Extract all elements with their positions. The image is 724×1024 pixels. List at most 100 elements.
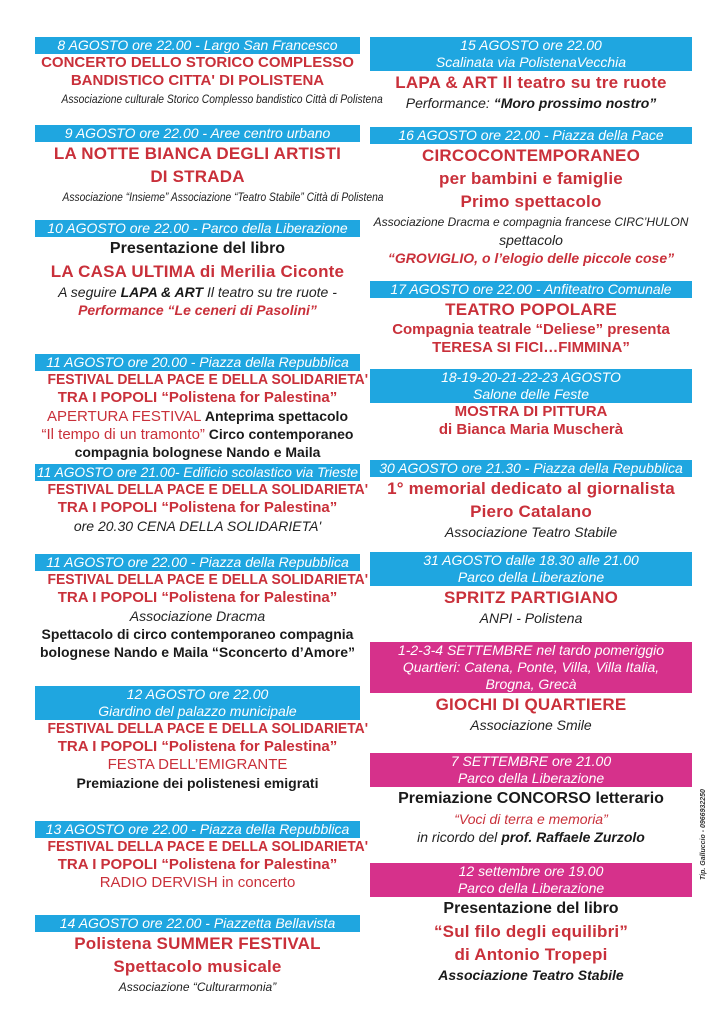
event-block: 13 AGOSTO ore 22.00 - Piazza della Repub…	[35, 821, 368, 892]
line-content: Spettacolo musicale	[113, 955, 281, 984]
line-content: BANDISTICO CITTA' DI POLISTENA	[71, 72, 324, 94]
text-segment: FESTIVAL DELLA PACE E DELLA SOLIDARIETA'	[47, 838, 369, 855]
event-block: 10 AGOSTO ore 22.00 - Parco della Libera…	[35, 220, 360, 319]
event-date-header: 31 AGOSTO dalle 18.30 alle 21.00 Parco de…	[370, 552, 692, 586]
line-content: TEATRO POPOLARE	[445, 298, 617, 327]
event-text-line: Performance: “Moro prossimo nostro”	[370, 94, 692, 112]
event-block: 11 AGOSTO ore 20.00 - Piazza della Repub…	[35, 354, 368, 461]
line-content: A seguire LAPA & ART Il teatro su tre ru…	[58, 283, 337, 306]
event-text-line: TEATRO POPOLARE	[370, 298, 692, 321]
event-text-line: Premiazione dei polistenesi emigrati	[35, 774, 360, 792]
text-segment: compagnia bolognese Nando e Maila	[74, 444, 321, 460]
event-text-line: MOSTRA DI PITTURA	[370, 403, 692, 421]
text-segment: BANDISTICO CITTA' DI POLISTENA	[70, 72, 325, 89]
event-block: 15 AGOSTO ore 22.00 Scalinata via Poliste…	[370, 37, 692, 112]
line-content: ANPI - Polistena	[480, 609, 583, 632]
header-line: 11 AGOSTO ore 21.00- Edificio scolastico…	[37, 464, 359, 480]
event-date-header: 8 AGOSTO ore 22.00 - Largo San Francesco	[35, 37, 360, 54]
line-content: FESTIVAL DELLA PACE E DELLA SOLIDARIETA'	[47, 481, 368, 503]
event-text-line: SPRITZ PARTIGIANO	[370, 586, 692, 609]
text-segment: per bambini e famiglie	[439, 169, 623, 188]
header-line: Brogna, Grecà	[485, 676, 577, 692]
text-segment: Associazione Smile	[470, 717, 592, 733]
event-text-line: TRA I POPOLI “Polistena for Palestina”	[35, 589, 360, 607]
line-content: RADIO DERVISH in concerto	[100, 874, 296, 896]
text-segment: Associazione “Insieme” Associazione “Tea…	[62, 190, 384, 204]
text-segment: Associazione culturale Storico Complesso…	[61, 92, 383, 106]
event-text-line: LA CASA ULTIMA di Merilia Ciconte	[35, 260, 360, 283]
text-segment: TEATRO POPOLARE	[445, 300, 617, 319]
line-content: Piero Catalano	[470, 500, 592, 529]
event-text-line: TRA I POPOLI “Polistena for Palestina”	[35, 856, 360, 874]
header-line: 11 AGOSTO ore 22.00 - Piazza della Repub…	[46, 554, 349, 570]
line-content: APERTURA FESTIVAL Anteprima spettacolo	[47, 407, 348, 430]
event-text-line: FESTIVAL DELLA PACE E DELLA SOLIDARIETA'	[35, 371, 368, 389]
header-line: 9 AGOSTO ore 22.00 - Aree centro urbano	[64, 125, 331, 141]
line-content: Associazione Dracma	[130, 607, 265, 630]
event-text-line: RADIO DERVISH in concerto	[35, 874, 360, 892]
text-segment: RADIO DERVISH in concerto	[99, 874, 296, 891]
event-text-line: TRA I POPOLI “Polistena for Palestina”	[35, 738, 360, 756]
event-text-line: Compagnia teatrale “Deliese” presenta	[370, 321, 692, 339]
event-block: 1-2-3-4 SETTEMBRE nel tardo pomeriggio Qu…	[370, 642, 692, 734]
line-content: di Bianca Maria Muscherà	[439, 421, 623, 443]
line-content: bolognese Nando e Maila “Sconcerto d’Amo…	[40, 643, 355, 666]
event-text-line: “Voci di terra e memoria”	[370, 810, 692, 828]
event-date-header: 7 SETTEMBRE ore 21.00 Parco della Liberaz…	[370, 753, 692, 787]
event-text-line: di Antonio Tropepi	[370, 943, 692, 966]
printer-credit: Tip. Galluccio - 0966932250	[700, 789, 707, 880]
text-segment: CONCERTO DELLO STORICO COMPLESSO	[41, 54, 354, 71]
text-segment: TRA I POPOLI “Polistena for Palestina”	[57, 738, 338, 755]
event-date-header: 30 AGOSTO ore 21.30 - Piazza della Repub…	[370, 460, 692, 477]
event-text-line: CIRCOCONTEMPORANEO	[370, 144, 692, 167]
text-segment: Il teatro su tre ruote -	[203, 284, 337, 300]
header-line: 14 AGOSTO ore 22.00 - Piazzetta Bellavis…	[59, 915, 336, 931]
header-line: Parco della Liberazione	[457, 770, 605, 786]
line-content: Premiazione dei polistenesi emigrati	[77, 774, 319, 797]
text-segment: Spettacolo musicale	[113, 957, 282, 976]
text-segment: 1° memorial dedicato al giornalista	[387, 479, 675, 498]
text-segment: APERTURA FESTIVAL	[46, 408, 202, 425]
text-segment: Associazione Dracma e compagnia francese…	[373, 215, 689, 229]
event-text-line: Associazione Teatro Stabile	[370, 523, 692, 541]
event-text-line: Spettacolo di circo contemporaneo compag…	[35, 625, 360, 643]
line-content: Associazione Teatro Stabile	[445, 523, 617, 546]
line-content: “GROVIGLIO, o l’elogio delle piccole cos…	[388, 249, 674, 272]
event-text-line: di Bianca Maria Muscherà	[370, 421, 692, 439]
event-text-line: Associazione Dracma	[35, 607, 360, 625]
line-content: GIOCHI DI QUARTIERE	[436, 693, 627, 722]
line-content: ore 20.30 CENA DELLA SOLIDARIETA'	[74, 517, 321, 540]
text-segment: Performance “Le ceneri di Pasolini”	[78, 302, 317, 318]
text-segment: TRA I POPOLI “Polistena for Palestina”	[57, 499, 338, 516]
line-content: Spettacolo di circo contemporaneo compag…	[42, 625, 354, 648]
event-date-header: 17 AGOSTO ore 22.00 - Anfiteatro Comunal…	[370, 281, 692, 298]
header-line: 7 SETTEMBRE ore 21.00	[450, 753, 612, 769]
text-segment: DI STRADA	[150, 167, 245, 186]
event-date-header: 11 AGOSTO ore 20.00 - Piazza della Repub…	[35, 354, 360, 371]
line-content: 1° memorial dedicato al giornalista	[387, 477, 675, 506]
text-segment: Presentazione del libro	[443, 900, 619, 917]
header-line: 30 AGOSTO ore 21.30 - Piazza della Repub…	[379, 460, 683, 476]
text-segment: Compagnia teatrale “Deliese” presenta	[392, 321, 670, 338]
text-segment: FESTIVAL DELLA PACE E DELLA SOLIDARIETA'	[47, 571, 369, 588]
event-date-header: 10 AGOSTO ore 22.00 - Parco della Libera…	[35, 220, 360, 237]
header-line: 13 AGOSTO ore 22.00 - Piazza della Repub…	[45, 821, 350, 837]
event-date-header: 11 AGOSTO ore 22.00 - Piazza della Repub…	[35, 554, 360, 571]
line-content: TRA I POPOLI “Polistena for Palestina”	[58, 738, 338, 760]
text-segment: Spettacolo di circo contemporaneo compag…	[41, 626, 354, 642]
line-content: “Sul filo degli equilibri”	[434, 920, 628, 949]
text-segment: Circo contemporaneo	[204, 426, 354, 442]
event-block: 11 AGOSTO ore 22.00 - Piazza della Repub…	[35, 554, 368, 661]
line-content: Associazione “Culturarmonia”	[119, 978, 276, 1000]
text-segment: bolognese Nando e Maila “Sconcerto d’Amo…	[39, 644, 356, 660]
line-content: “Il tempo di un tramonto” Circo contempo…	[42, 425, 354, 448]
line-content: Presentazione del libro	[443, 897, 618, 925]
line-content: per bambini e famiglie	[439, 167, 623, 196]
event-text-line: Associazione “Insieme” Associazione “Tea…	[35, 188, 383, 206]
text-segment: Polistena SUMMER FESTIVAL	[74, 934, 321, 953]
event-block: 12 settembre ore 19.00 Parco della Libera…	[370, 863, 692, 984]
event-text-line: “GROVIGLIO, o l’elogio delle piccole cos…	[370, 249, 692, 267]
event-text-line: FESTIVAL DELLA PACE E DELLA SOLIDARIETA'	[35, 481, 368, 499]
line-content: spettacolo	[499, 231, 563, 254]
event-date-header: 12 settembre ore 19.00 Parco della Libera…	[370, 863, 692, 897]
